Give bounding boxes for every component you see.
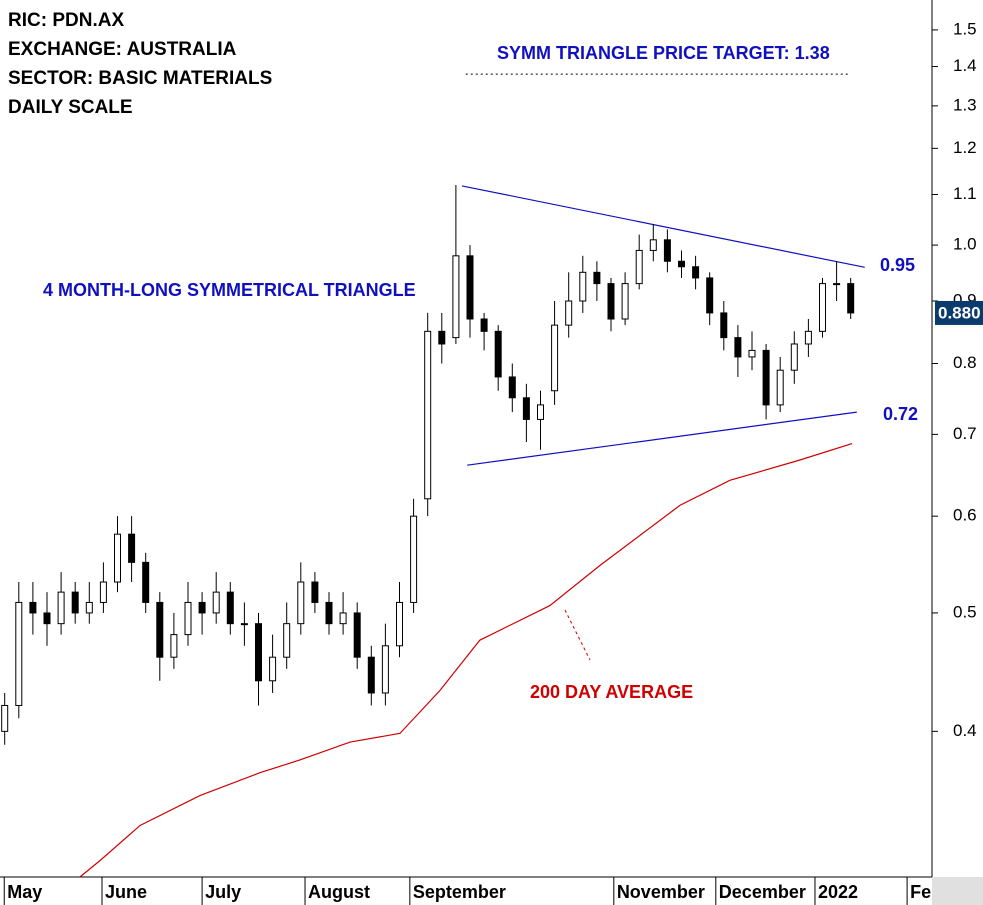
candle-body: [170, 634, 178, 658]
trendline: [467, 411, 857, 466]
candle-body: [452, 255, 460, 339]
candle-body: [565, 300, 573, 326]
candle-body: [395, 601, 403, 647]
candle-body: [1, 704, 9, 732]
candle-body: [706, 277, 714, 314]
y-tick-label: 0.8: [953, 353, 977, 372]
candle-body: [508, 376, 516, 399]
header-line: DAILY SCALE: [8, 97, 133, 118]
candle-body: [776, 369, 784, 406]
y-tick-label: 1.0: [953, 235, 977, 254]
moving-average: [79, 442, 853, 878]
x-tick-label: 2022: [818, 882, 858, 902]
candle-body: [410, 515, 418, 603]
candle-body: [790, 343, 798, 371]
candle-body: [621, 283, 629, 320]
candle-body: [522, 397, 530, 420]
x-tick-label: December: [719, 882, 806, 902]
candle-body: [635, 249, 643, 285]
candle-body: [649, 239, 657, 251]
candle-body: [480, 318, 488, 332]
y-tick-label: 0.7: [953, 424, 977, 443]
candle-body: [833, 283, 841, 286]
y-tick-label: 1.1: [953, 184, 977, 203]
candle-body: [748, 349, 756, 358]
candle-body: [367, 656, 375, 694]
y-tick-label: 0.4: [953, 721, 977, 740]
candle-body: [240, 623, 248, 626]
candle-body: [804, 330, 812, 345]
pattern-annotation: 4 MONTH-LONG SYMMETRICAL TRIANGLE: [43, 280, 416, 300]
candle-body: [85, 601, 93, 614]
candle-body: [269, 656, 277, 682]
corner: [932, 877, 983, 905]
candle-body: [438, 330, 446, 345]
header-line: EXCHANGE: AUSTRALIA: [8, 39, 237, 60]
candle-body: [325, 601, 333, 625]
x-tick-label: November: [617, 882, 705, 902]
header-line: SECTOR: BASIC MATERIALS: [8, 68, 272, 89]
candle-body: [692, 266, 700, 279]
candle-body: [57, 591, 65, 625]
candle-body: [607, 283, 615, 320]
x-tick-label: September: [413, 882, 506, 902]
x-tick-label: August: [308, 882, 370, 902]
candle-body: [381, 645, 389, 694]
candle-body: [339, 612, 347, 625]
candle-body: [212, 591, 220, 614]
y-tick-label: 1.4: [953, 56, 977, 75]
candle-body: [466, 255, 474, 320]
candle-body: [283, 623, 291, 658]
target-annotation: SYMM TRIANGLE PRICE TARGET: 1.38: [497, 43, 830, 63]
y-tick-label: 0.5: [953, 602, 977, 621]
level-label: 0.72: [883, 404, 918, 424]
candle-body: [536, 404, 544, 420]
candle-body: [424, 330, 432, 500]
candle-body: [226, 591, 234, 625]
header-line: RIC: PDN.AX: [8, 10, 124, 31]
candle-body: [353, 612, 361, 658]
candle-body: [762, 349, 770, 406]
candle-body: [720, 312, 728, 339]
y-tick-label: 0.6: [953, 506, 977, 525]
candle-body: [156, 601, 164, 658]
last-price-label: 0.880: [938, 303, 981, 322]
candle-body: [71, 591, 79, 614]
candle-body: [184, 601, 192, 636]
trendline: [461, 185, 865, 268]
candle-body: [311, 581, 319, 603]
candle-body: [818, 283, 826, 332]
x-tick-label: May: [7, 882, 42, 902]
x-tick-label: July: [205, 882, 241, 902]
candle-body: [663, 239, 671, 262]
candle-body: [142, 561, 150, 603]
candle-body: [677, 260, 685, 268]
candle-body: [254, 623, 262, 682]
candle-body: [15, 601, 23, 706]
candle-body: [297, 581, 305, 625]
ma-pointer: [564, 609, 591, 661]
y-tick-label: 1.5: [953, 19, 977, 38]
candle-body: [593, 271, 601, 285]
ma-annotation: 200 DAY AVERAGE: [530, 682, 693, 702]
candle-body: [494, 330, 502, 378]
candle-body: [113, 533, 121, 583]
last-price-box: [935, 300, 983, 325]
candle-body: [579, 271, 587, 302]
candle-body: [847, 283, 855, 314]
candle-body: [29, 601, 37, 614]
level-label: 0.95: [880, 255, 915, 275]
x-tick-label: June: [105, 882, 147, 902]
y-tick-label: 1.3: [953, 95, 977, 114]
candle-body: [734, 337, 742, 358]
y-tick-label: 1.2: [953, 138, 977, 157]
candle-body: [198, 601, 206, 614]
x-tick-label: Fe: [910, 882, 931, 902]
candle-body: [99, 581, 107, 603]
candle-body: [551, 324, 559, 392]
candle-body: [43, 612, 51, 625]
candle-body: [128, 533, 136, 563]
